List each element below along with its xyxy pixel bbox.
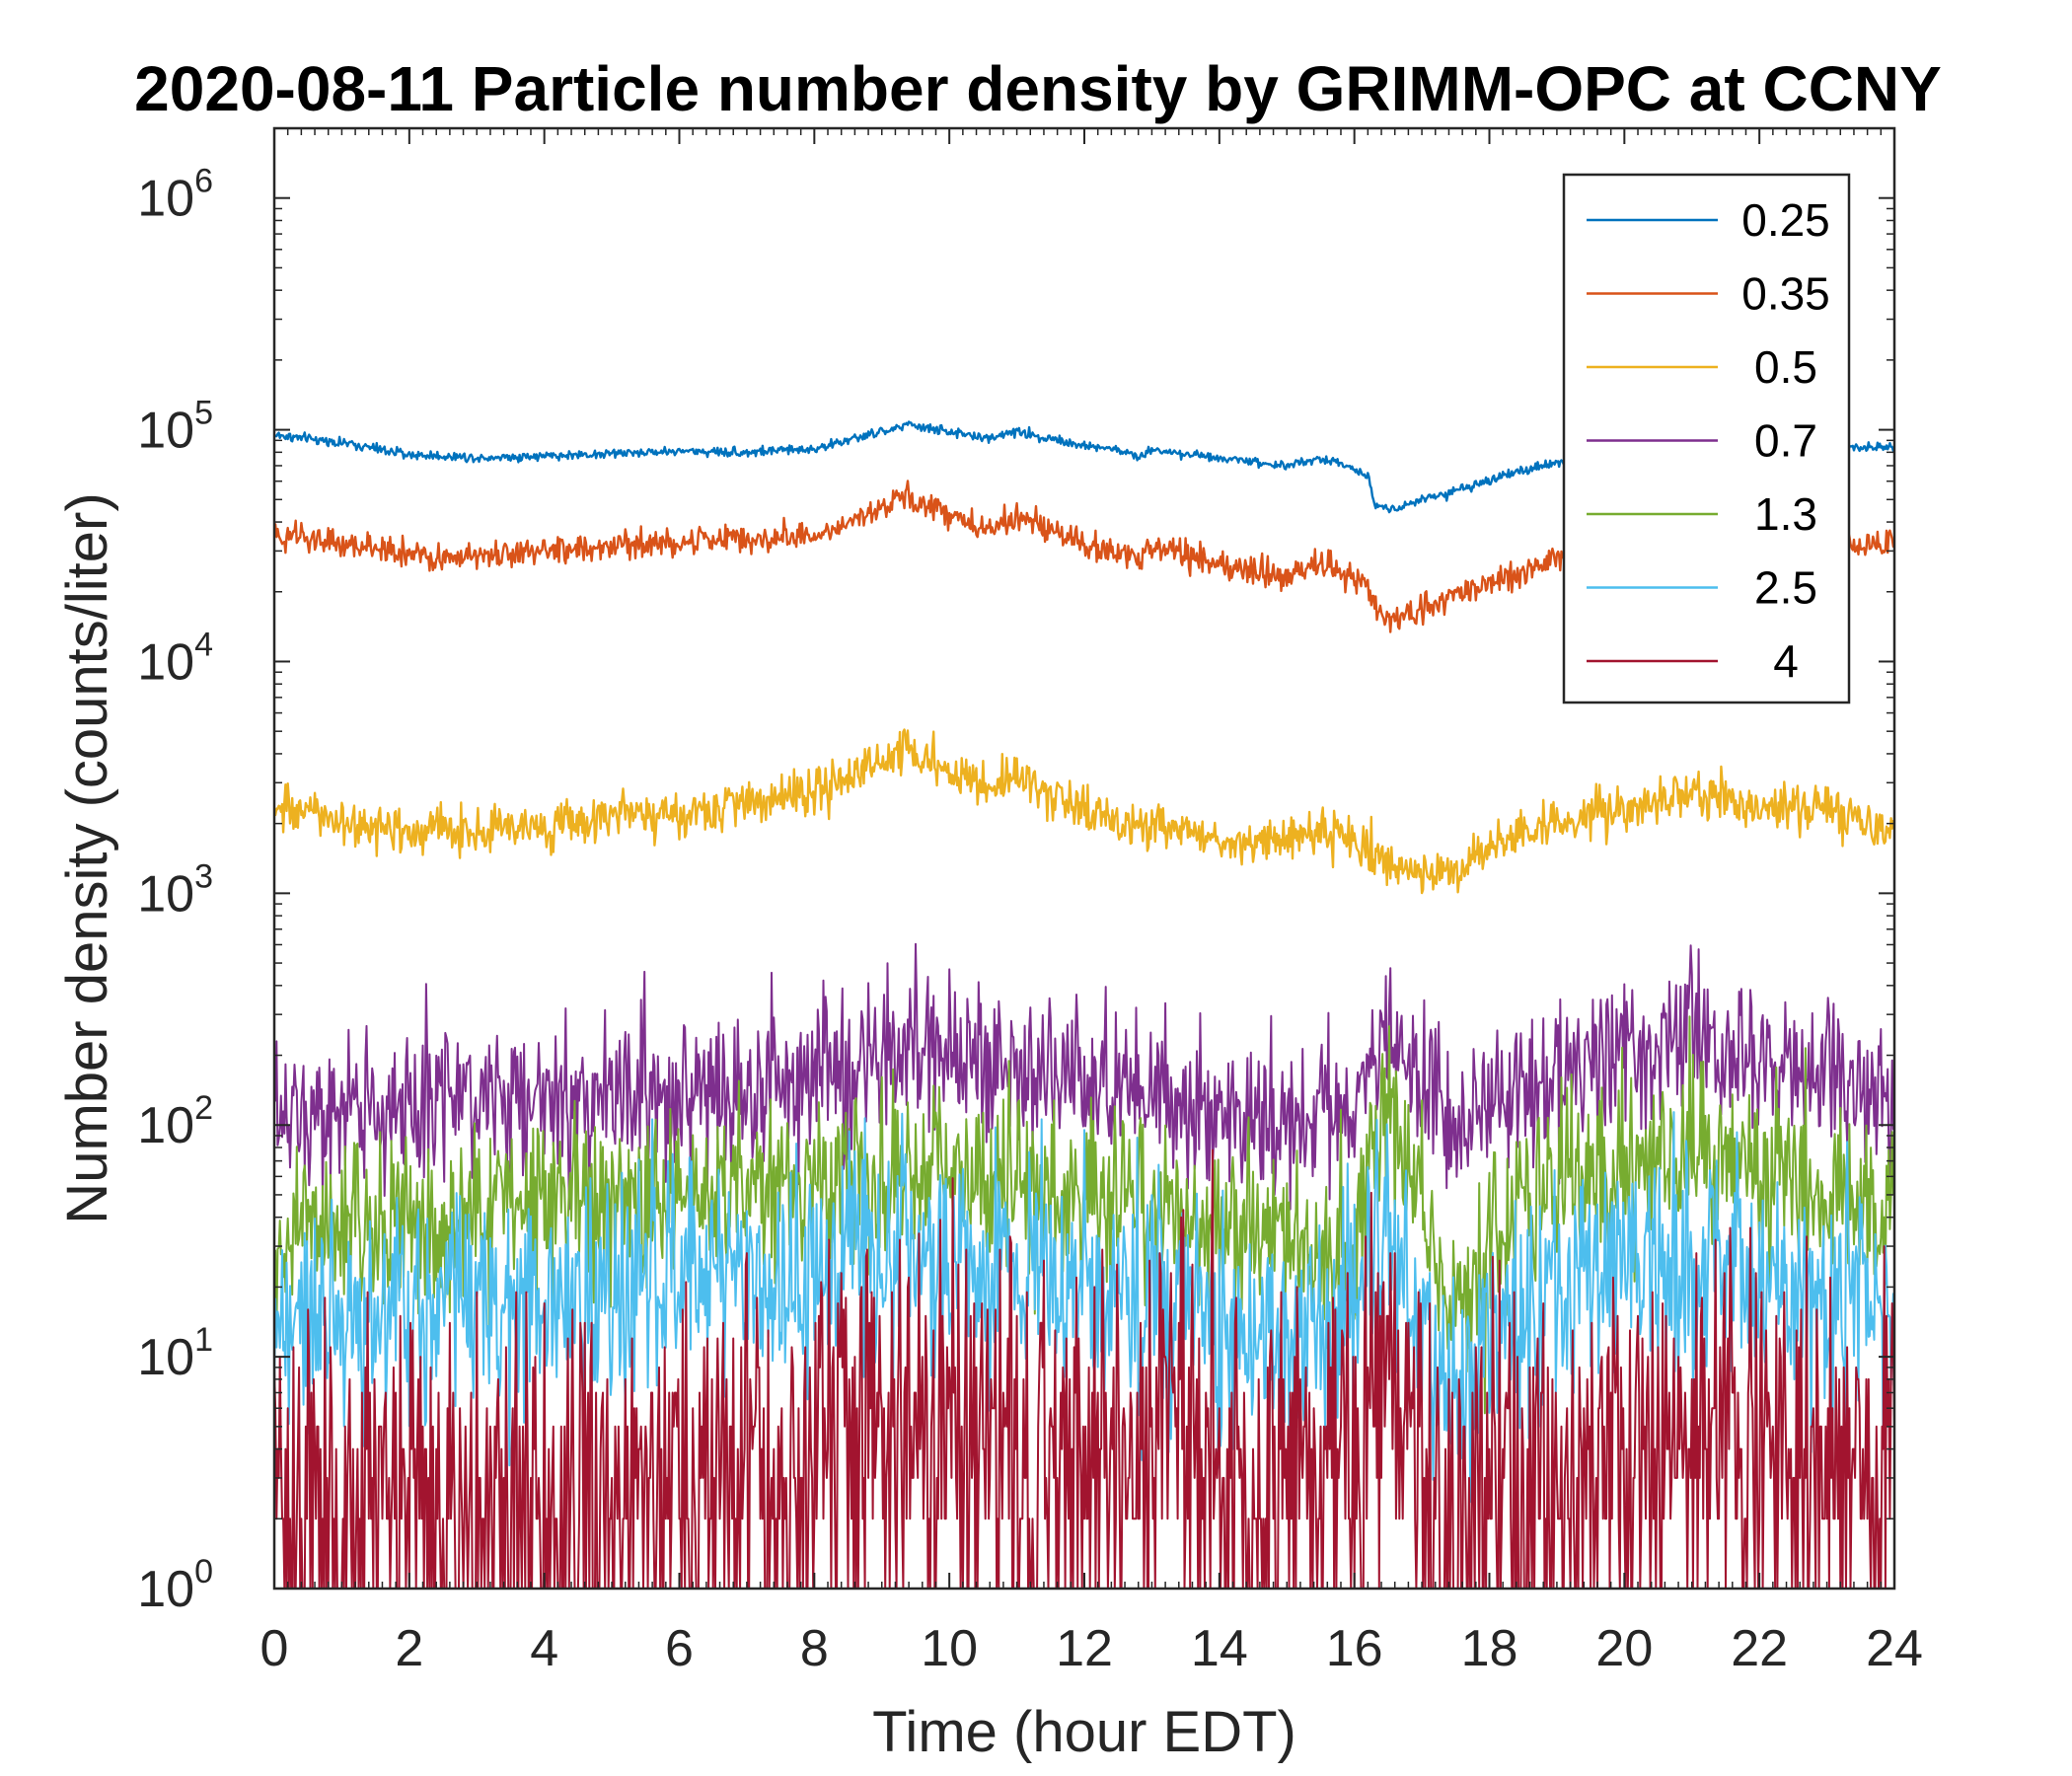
y-tick-label: 104 <box>137 626 213 691</box>
x-tick-label: 4 <box>530 1620 558 1677</box>
x-tick-label: 24 <box>1866 1620 1923 1677</box>
legend: 0.25 0.35 0.5 0.7 1.3 2.5 4 <box>1562 173 1851 704</box>
x-tick-label: 18 <box>1461 1620 1518 1677</box>
legend-label: 0.25 <box>1741 194 1830 246</box>
legend-label: 2.5 <box>1754 562 1817 614</box>
series-line-4 <box>274 1148 1894 1589</box>
y-tick-label: 105 <box>137 395 213 460</box>
x-tick-label: 14 <box>1191 1620 1248 1677</box>
x-tick-label: 6 <box>665 1620 694 1677</box>
legend-box <box>1562 173 1851 704</box>
y-axis-label: Number density (counts/liter) <box>55 492 119 1223</box>
y-tick-label: 101 <box>137 1321 213 1386</box>
x-tick-label: 10 <box>921 1620 978 1677</box>
legend-label: 4 <box>1773 635 1799 687</box>
x-tick-label: 16 <box>1326 1620 1383 1677</box>
y-tick-label: 102 <box>137 1089 213 1154</box>
x-tick-label: 12 <box>1056 1620 1113 1677</box>
ticks-group: 0 2 4 6 8 10 12 14 16 18 20 22 241001011021031041051… <box>137 127 1923 1677</box>
chart-title: 2020-08-11 Particle number density by GR… <box>134 53 1942 124</box>
y-tick-label: 103 <box>137 857 213 923</box>
legend-label: 1.3 <box>1754 488 1817 540</box>
x-axis-label: Time (hour EDT) <box>872 1700 1296 1764</box>
x-tick-label: 2 <box>395 1620 423 1677</box>
series-line-0_5 <box>274 728 1894 895</box>
legend-label: 0.7 <box>1754 415 1817 467</box>
x-tick-label: 22 <box>1731 1620 1788 1677</box>
series-group <box>274 420 1894 1589</box>
x-tick-label: 20 <box>1595 1620 1653 1677</box>
x-tick-label: 0 <box>260 1620 289 1677</box>
legend-label: 0.5 <box>1754 341 1817 393</box>
y-tick-label: 100 <box>137 1553 213 1618</box>
y-tick-label: 106 <box>137 163 213 228</box>
legend-label: 0.35 <box>1741 268 1830 320</box>
x-tick-label: 8 <box>800 1620 829 1677</box>
